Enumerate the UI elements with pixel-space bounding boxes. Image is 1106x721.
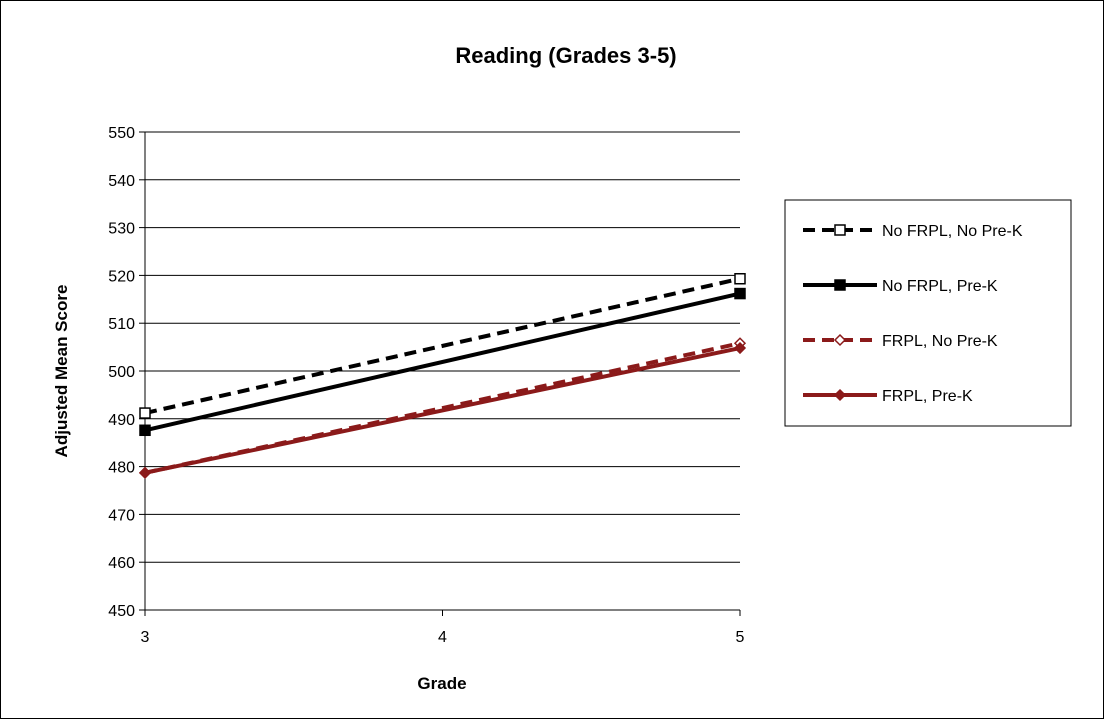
y-tick-label: 490 [108, 412, 135, 429]
legend-item: No FRPL, No Pre-K [803, 223, 1023, 240]
legend-item: FRPL, No Pre-K [803, 333, 998, 350]
series-4 [138, 341, 747, 479]
gridlines [145, 131, 740, 611]
data-point [139, 407, 151, 419]
legend-marker [833, 388, 847, 402]
y-tick-label: 520 [108, 268, 135, 285]
legend: No FRPL, No Pre-K No FRPL, Pre-K FRPL, No … [784, 199, 1072, 427]
y-tick-label: 500 [108, 364, 135, 381]
legend-item: No FRPL, Pre-K [803, 278, 998, 295]
y-tick-label: 550 [108, 125, 135, 142]
data-point [734, 272, 746, 285]
legend-label: FRPL, No Pre-K [882, 333, 998, 350]
y-tick-label: 450 [108, 603, 135, 620]
series-2 [139, 287, 746, 437]
y-tick-label: 540 [108, 173, 135, 190]
y-tick-label: 470 [108, 507, 135, 524]
series-lines [138, 272, 747, 479]
data-point [734, 287, 746, 300]
y-axis-label: Adjusted Mean Score [52, 285, 71, 458]
legend-marker [834, 224, 846, 236]
x-tick-label: 4 [438, 629, 447, 646]
legend-item: FRPL, Pre-K [803, 388, 973, 405]
x-tick-labels: 3 4 5 [141, 629, 745, 646]
y-tick-labels: 450 460 470 480 490 500 510 520 530 540 550 [108, 125, 135, 620]
legend-label: No FRPL, Pre-K [882, 278, 998, 295]
x-tick-label: 5 [736, 629, 745, 646]
legend-label: FRPL, Pre-K [882, 388, 973, 405]
legend-label: No FRPL, No Pre-K [882, 223, 1023, 240]
series-line [144, 276, 741, 416]
x-tick-label: 3 [141, 629, 150, 646]
legend-box [784, 199, 1072, 427]
chart-title: Reading (Grades 3-5) [455, 43, 676, 68]
y-tick-label: 460 [108, 555, 135, 572]
y-tick-label: 530 [108, 221, 135, 238]
x-axis-label: Grade [417, 674, 466, 693]
y-tick-label: 510 [108, 316, 135, 333]
data-point [733, 341, 747, 355]
y-tick-label: 480 [108, 460, 135, 477]
data-point [139, 424, 151, 437]
series-line [144, 346, 741, 475]
series-1 [139, 272, 746, 419]
axes [139, 131, 741, 616]
legend-marker [834, 279, 846, 291]
series-3 [138, 337, 747, 479]
data-point [138, 466, 152, 479]
series-line [144, 291, 741, 433]
legend-marker [833, 333, 847, 347]
